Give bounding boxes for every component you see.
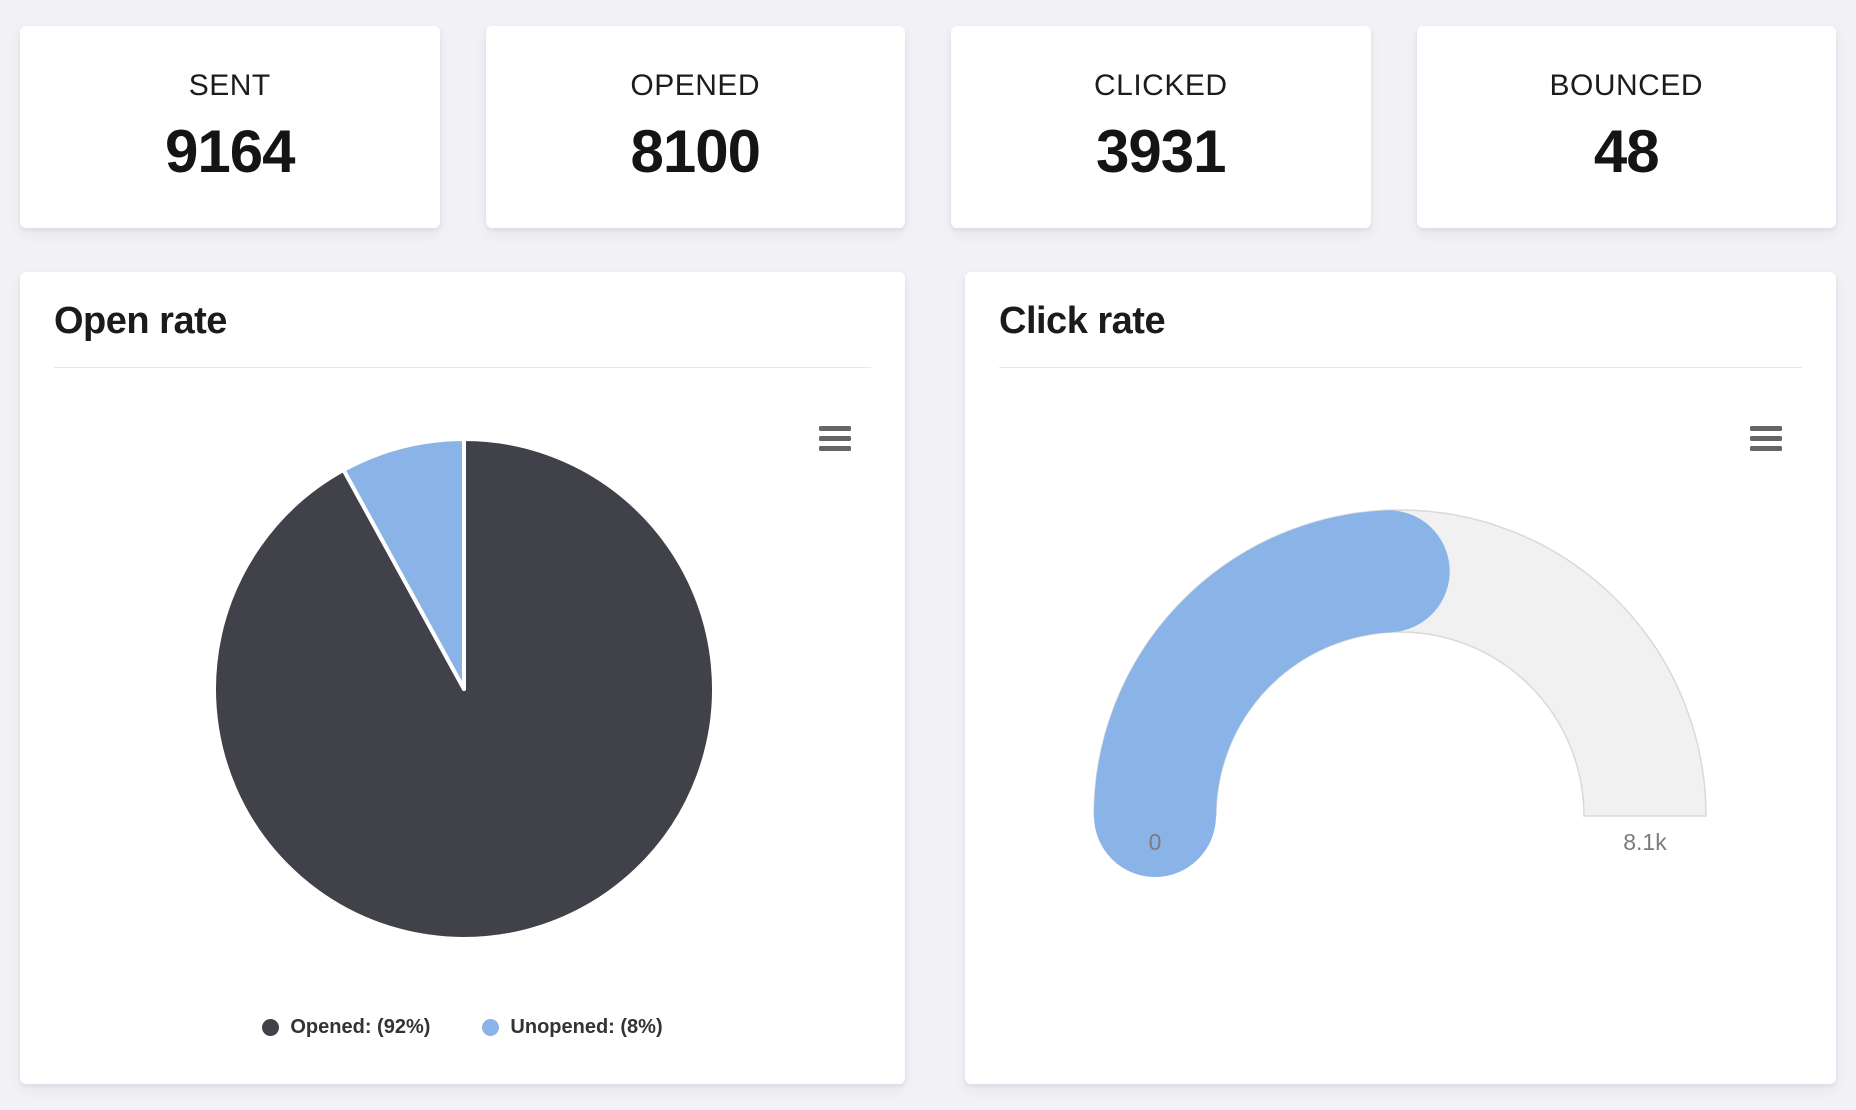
chart-context-menu-button[interactable] [815,420,855,456]
stat-value: 8100 [630,117,761,185]
stat-value: 3931 [1096,117,1226,185]
click-rate-gauge-chart: 0 8.1k [1093,509,1707,877]
click-rate-chart-body: 0 8.1k [965,368,1836,1085]
hamburger-menu-icon [1750,445,1782,451]
stat-card-bounced: BOUNCED 48 [1416,26,1836,228]
open-rate-title: Open rate [54,300,227,342]
legend-marker-icon [482,1019,500,1036]
click-rate-title: Click rate [999,300,1166,342]
stat-label: CLICKED [1093,68,1228,102]
legend-label: Opened: (92%) [290,1016,431,1038]
gauge-max-label: 8.1k [1623,829,1667,855]
legend-marker-icon [262,1019,280,1036]
stat-label: BOUNCED [1549,68,1703,102]
chart-context-menu-button[interactable] [1746,420,1786,456]
hamburger-menu-icon [819,425,851,431]
hamburger-menu-icon [1750,425,1782,431]
charts-row: Open rate Opened: (92%) Unopened: (8%) [0,228,1856,1084]
legend-item-unopened[interactable]: Unopened: (8%) [482,1016,663,1039]
stat-card-opened: OPENED 8100 [485,26,905,228]
hamburger-menu-icon [819,445,851,451]
legend-label: Unopened: (8%) [510,1016,663,1038]
pie-slice-unopened[interactable] [341,437,466,691]
stat-value: 9164 [165,117,295,185]
hamburger-menu-icon [1750,435,1782,441]
open-rate-chart-body: Opened: (92%) Unopened: (8%) [20,368,905,1085]
hamburger-menu-icon [819,435,851,441]
stat-card-clicked: CLICKED 3931 [951,26,1371,228]
gauge-min-label: 0 [1149,829,1162,855]
pie-legend: Opened: (92%) Unopened: (8%) [20,1016,905,1039]
stat-value: 48 [1593,117,1660,185]
legend-item-opened[interactable]: Opened: (92%) [262,1016,430,1039]
gauge-value-arc[interactable] [1094,510,1450,877]
stat-label: SENT [188,68,271,102]
panel-divider [999,367,1802,368]
panel-divider [54,367,871,368]
open-rate-pie-chart [212,437,716,941]
stats-row: SENT 9164 OPENED 8100 CLICKED 3931 BOUNC… [0,0,1856,228]
click-rate-panel: Click rate 0 8.1k [965,272,1836,1084]
stat-label: OPENED [630,68,761,102]
open-rate-panel: Open rate Opened: (92%) Unopened: (8%) [20,272,905,1084]
stat-card-sent: SENT 9164 [20,26,440,228]
